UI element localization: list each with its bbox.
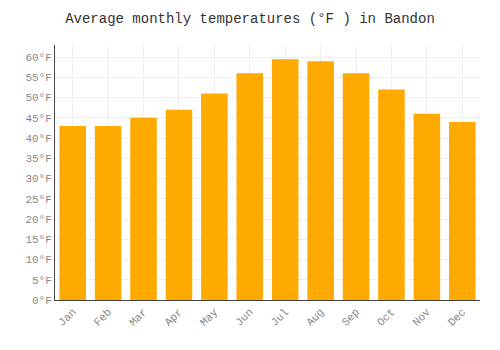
- svg-text:35°F: 35°F: [25, 153, 51, 165]
- svg-text:Jul: Jul: [269, 306, 291, 328]
- svg-text:Nov: Nov: [410, 306, 433, 329]
- svg-text:Jan: Jan: [56, 306, 78, 328]
- svg-text:5°F: 5°F: [32, 275, 52, 287]
- svg-text:0°F: 0°F: [32, 295, 52, 307]
- svg-text:50°F: 50°F: [25, 92, 51, 104]
- svg-text:Mar: Mar: [127, 306, 149, 328]
- svg-text:Aug: Aug: [304, 306, 326, 328]
- svg-text:Average monthly temperatures (: Average monthly temperatures (°F ) in Ba…: [65, 11, 435, 27]
- svg-text:Apr: Apr: [162, 306, 184, 328]
- svg-text:40°F: 40°F: [25, 133, 51, 145]
- svg-text:20°F: 20°F: [25, 214, 51, 226]
- svg-text:Feb: Feb: [92, 306, 114, 328]
- svg-text:Oct: Oct: [375, 306, 397, 328]
- svg-text:Jun: Jun: [233, 306, 255, 328]
- svg-text:60°F: 60°F: [25, 52, 51, 64]
- svg-text:Dec: Dec: [446, 306, 468, 328]
- svg-text:15°F: 15°F: [25, 234, 51, 246]
- svg-text:10°F: 10°F: [25, 254, 51, 266]
- svg-text:55°F: 55°F: [25, 72, 51, 84]
- svg-text:25°F: 25°F: [25, 194, 51, 206]
- svg-text:45°F: 45°F: [25, 113, 51, 125]
- svg-text:Sep: Sep: [340, 306, 362, 328]
- svg-text:May: May: [198, 306, 221, 329]
- svg-text:30°F: 30°F: [25, 173, 51, 185]
